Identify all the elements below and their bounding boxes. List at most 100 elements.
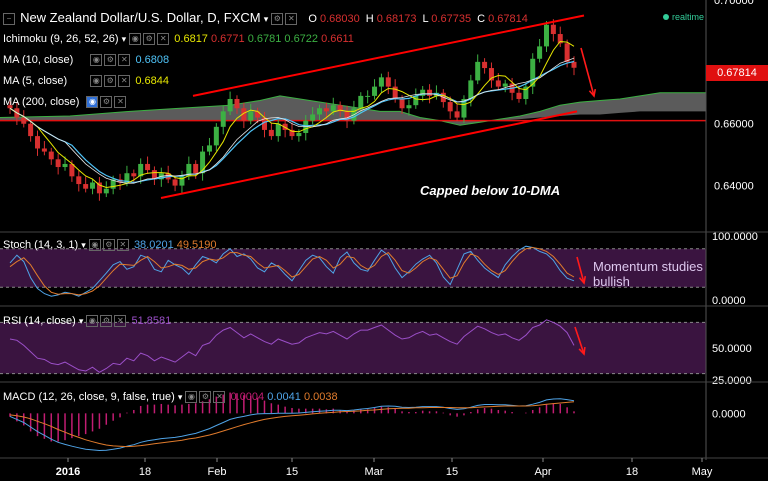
legend-macd[interactable]: MACD (12, 26, close, 9, false, true) ▾ ◉… <box>3 390 338 404</box>
momentum-line1: Momentum studies <box>593 259 703 274</box>
candle-body <box>495 80 501 87</box>
chevron-down-icon[interactable]: ▾ <box>121 34 127 44</box>
ma5-line <box>9 40 575 189</box>
stoch-down-arrow-head <box>578 275 587 285</box>
candle-body <box>330 105 336 112</box>
chevron-down-icon[interactable]: ▾ <box>177 392 183 402</box>
candle-body <box>96 182 102 194</box>
momentum-line2: bullish <box>593 274 630 289</box>
candle-body <box>138 163 144 177</box>
candle-body <box>557 34 563 44</box>
candle-body <box>358 95 364 109</box>
candle-body <box>35 136 41 149</box>
candle-body <box>172 179 178 186</box>
candle-body <box>475 61 481 81</box>
realtime-indicator: realtime <box>663 12 704 22</box>
eye-icon[interactable]: ◉ <box>90 75 103 88</box>
capped-annotation: Capped below 10-DMA <box>420 183 561 198</box>
settings-icon[interactable]: ⚙ <box>199 391 212 404</box>
settings-icon[interactable]: ⚙ <box>102 239 115 252</box>
ohlc-value-o: 0.68030 <box>316 13 360 25</box>
ohlc-value-c: 0.67814 <box>485 13 528 25</box>
candle-body <box>482 61 488 69</box>
candle-body <box>241 108 247 121</box>
stoch-tick-label: 0.0000 <box>712 295 746 307</box>
candle-body <box>296 133 302 137</box>
candle-body <box>406 105 412 109</box>
realtime-label: realtime <box>672 12 705 22</box>
close-icon[interactable]: ✕ <box>157 33 170 46</box>
rsi-tick-label: 50.0000 <box>712 343 752 355</box>
settings-icon[interactable]: ⚙ <box>100 96 113 109</box>
x-tick-label: 15 <box>286 466 298 478</box>
candle-body <box>28 123 34 137</box>
ohlc-key-l: L <box>422 13 429 25</box>
rsi-down-arrow <box>574 326 585 355</box>
close-icon[interactable]: ✕ <box>114 315 127 328</box>
settings-icon[interactable]: ⚙ <box>271 13 284 26</box>
macd-line <box>9 398 575 452</box>
ohlc-key-c: C <box>477 13 486 25</box>
close-icon[interactable]: ✕ <box>114 96 127 109</box>
close-icon[interactable]: ✕ <box>285 13 298 26</box>
chevron-down-icon[interactable]: ▾ <box>78 316 84 326</box>
ma10-label: MA (10, close) <box>3 54 74 66</box>
legend-ichimoku[interactable]: Ichimoku (9, 26, 52, 26) ▾ ◉ ⚙ ✕ 0.6817 0.… <box>3 32 354 46</box>
eye-icon[interactable]: ◉ <box>185 391 198 404</box>
legend-ma5[interactable]: MA (5, close) ◉ ⚙ ✕ 0.6844 <box>3 74 169 88</box>
rsi-tick-label: 25.0000 <box>712 375 752 387</box>
legend-ma200[interactable]: MA (200, close) ◉ ⚙ ✕ <box>3 95 128 109</box>
rsi-panel: 50.0000 25.0000 <box>0 319 752 387</box>
eye-icon[interactable]: ◉ <box>88 239 101 252</box>
settings-icon[interactable]: ⚙ <box>143 33 156 46</box>
candle-body <box>193 163 199 174</box>
eye-icon[interactable]: ◉ <box>86 96 99 109</box>
stoch-label: Stoch (14, 3, 1) <box>3 239 79 251</box>
close-icon[interactable]: ✕ <box>213 391 226 404</box>
candle-body <box>90 182 96 189</box>
settings-icon[interactable]: ⚙ <box>104 54 117 67</box>
candle-body <box>372 86 378 96</box>
stoch-panel: 100.0000 0.0000 <box>0 231 758 307</box>
candle-body <box>413 95 419 106</box>
ichimoku-value-2: 0.6781 <box>247 33 285 45</box>
candle-body <box>48 151 54 160</box>
moving-averages <box>9 40 575 189</box>
tenkan-line <box>9 57 575 184</box>
legend-ma10[interactable]: MA (10, close) ◉ ⚙ ✕ 0.6808 <box>3 53 169 67</box>
candle-body <box>378 77 384 87</box>
settings-icon[interactable]: ⚙ <box>104 75 117 88</box>
candle-body <box>110 179 116 189</box>
candle-body <box>502 83 508 87</box>
live-dot-icon <box>663 14 669 20</box>
close-icon[interactable]: ✕ <box>118 75 131 88</box>
candle-body <box>62 163 68 168</box>
macd-signal-value: 0.0038 <box>303 391 338 403</box>
chevron-down-icon[interactable]: ▾ <box>81 240 86 250</box>
chevron-down-icon[interactable]: ▾ <box>263 14 269 24</box>
eye-icon[interactable]: ◉ <box>90 54 103 67</box>
macd-panel: 0.0000 <box>9 392 746 452</box>
collapse-icon[interactable]: − <box>3 13 15 26</box>
close-icon[interactable]: ✕ <box>116 239 129 252</box>
candle-body <box>523 86 529 99</box>
legend-rsi[interactable]: RSI (14, close) ▾ ◉ ⚙ ✕ 51.8581 <box>3 314 171 328</box>
eye-icon[interactable]: ◉ <box>129 33 142 46</box>
candle-body <box>227 98 233 112</box>
macd-signal-line <box>9 401 575 448</box>
eye-icon[interactable]: ◉ <box>86 315 99 328</box>
legend-stoch[interactable]: Stoch (14, 3, 1) ▾ ◉ ⚙ ✕ 38.0201 49.5190 <box>3 238 217 252</box>
candle-body <box>131 173 137 177</box>
close-icon[interactable]: ✕ <box>118 54 131 67</box>
candle-body <box>213 126 219 146</box>
candle-body <box>282 123 288 130</box>
ma200-label: MA (200, close) <box>3 96 80 108</box>
candle-body <box>268 129 274 137</box>
trend-channel <box>160 14 585 199</box>
candle-body <box>206 145 212 152</box>
settings-icon[interactable]: ⚙ <box>100 315 113 328</box>
x-tick-label: 18 <box>139 466 151 478</box>
stoch-tick-label: 100.0000 <box>712 231 758 243</box>
